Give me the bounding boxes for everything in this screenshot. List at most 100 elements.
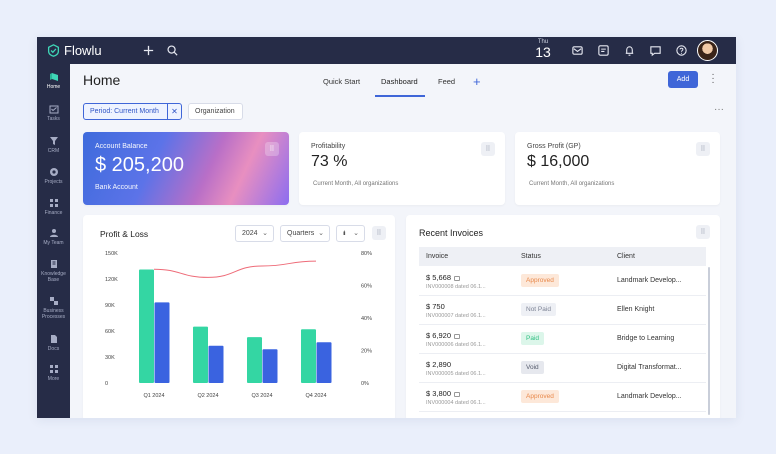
drag-handle-icon[interactable]: ⠿ <box>265 142 279 156</box>
gross-profit-card: Gross Profit (GP) $ 16,000 Current Month… <box>515 132 720 205</box>
chart-type-select[interactable]: ılı ⌄ <box>336 225 365 242</box>
y-tick-label: 30K <box>105 355 115 361</box>
help-icon[interactable] <box>674 43 688 57</box>
drag-handle-icon[interactable]: ⠿ <box>481 142 495 156</box>
more-options-icon[interactable]: · · · <box>711 69 715 88</box>
plus-icon[interactable] <box>141 43 155 57</box>
chevron-down-icon: ⌄ <box>318 230 324 237</box>
filter-more-icon[interactable]: ··· <box>714 104 724 115</box>
sidebar-item-label: Home <box>46 84 61 90</box>
bar <box>193 326 208 383</box>
page-title: Home <box>83 72 121 88</box>
period-select-value: Quarters <box>287 230 315 237</box>
sidebar-item-label: Projects <box>44 179 63 185</box>
mail-icon[interactable] <box>570 43 584 57</box>
organization-filter[interactable]: Organization <box>188 103 243 120</box>
profitability-value: 73 % <box>311 153 348 170</box>
table-row[interactable]: $ 6,920 INV000006 dated 06.1... Paid Bridge… <box>419 325 706 354</box>
sidebar-item-finance[interactable]: Finance <box>37 198 70 216</box>
y-tick-label: 0 <box>105 381 108 387</box>
bar <box>139 269 154 383</box>
invoice-client[interactable]: Bridge to Learning <box>617 335 675 342</box>
period-filter-label: Period: Current Month <box>90 108 159 115</box>
table-row[interactable]: $ 5,668 INV000008 dated 06.1... Approved La… <box>419 267 706 296</box>
sidebar-item-label: More <box>47 376 60 382</box>
sidebar-item-home[interactable]: Home <box>37 72 70 90</box>
invoice-amount: $ 6,920 <box>426 331 461 340</box>
year-select[interactable]: 2024 ⌄ <box>235 225 274 242</box>
invoice-number: INV000004 dated 06.1... <box>426 400 486 406</box>
bar-chart-icon: ılı <box>343 230 346 237</box>
date-day: 13 <box>535 44 551 60</box>
table-row[interactable]: $ 750 INV000007 dated 06.1... Not Paid Elle… <box>419 296 706 325</box>
y-tick-label: 90K <box>105 303 115 309</box>
y-tick-label: 120K <box>105 277 118 283</box>
app-window: Flowlu Thu 13 Home Tasks CRM Projec <box>37 37 736 418</box>
gross-profit-label: Gross Profit (GP) <box>527 143 581 150</box>
invoice-client[interactable]: Landmark Develop... <box>617 393 682 400</box>
y2-tick-label: 40% <box>361 316 372 322</box>
gross-profit-value: $ 16,000 <box>527 153 590 170</box>
search-icon[interactable] <box>165 43 179 57</box>
profitability-label: Profitability <box>311 143 346 150</box>
y-tick-label: 150K <box>105 251 118 257</box>
chevron-down-icon: ⌄ <box>353 230 359 237</box>
tab-dashboard[interactable]: Dashboard <box>381 77 418 86</box>
knowledge-icon <box>50 260 57 268</box>
sidebar-item-knowledge-base[interactable]: Knowledge Base <box>37 259 70 283</box>
y-tick-label: 60K <box>105 329 115 335</box>
sidebar-item-docs[interactable]: Docs <box>37 334 70 352</box>
main-content: Home Quick Start Dashboard Feed + Add · ·… <box>70 64 736 418</box>
close-icon[interactable]: ✕ <box>167 104 181 119</box>
x-tick-label: Q1 2024 <box>143 393 164 399</box>
series-line <box>153 260 317 278</box>
sidebar-item-tasks[interactable]: Tasks <box>37 104 70 122</box>
balance-sub: Bank Account <box>95 184 138 191</box>
docs-icon <box>50 335 57 343</box>
profit-loss-title: Profit & Loss <box>100 229 149 239</box>
sidebar-item-projects[interactable]: Projects <box>37 167 70 185</box>
user-avatar[interactable] <box>697 40 718 61</box>
sidebar-item-crm[interactable]: CRM <box>37 136 70 154</box>
account-balance-card: Account Balance $ 205,200 Bank Account ⠿ <box>83 132 289 205</box>
period-select[interactable]: Quarters ⌄ <box>280 225 330 242</box>
sidebar-item-my-team[interactable]: My Team <box>37 228 70 246</box>
add-tab-plus-icon[interactable]: + <box>473 74 481 89</box>
bar <box>154 302 170 383</box>
drag-handle-icon[interactable]: ⠿ <box>696 142 710 156</box>
status-badge: Approved <box>521 274 559 287</box>
invoice-client[interactable]: Ellen Knight <box>617 306 655 313</box>
notes-icon[interactable] <box>596 43 610 57</box>
app-logo[interactable]: Flowlu <box>47 43 102 58</box>
invoices-table-header: Invoice Status Client <box>419 247 706 266</box>
invoice-client[interactable]: Digital Transformat... <box>617 364 682 371</box>
add-button[interactable]: Add <box>668 71 698 88</box>
invoice-client[interactable]: Landmark Develop... <box>617 277 682 284</box>
projects-icon <box>49 168 58 176</box>
drag-handle-icon[interactable]: ⠿ <box>372 226 386 240</box>
column-header-client: Client <box>617 253 635 260</box>
processes-icon <box>49 297 58 305</box>
year-select-value: 2024 <box>242 230 258 237</box>
tab-quick-start[interactable]: Quick Start <box>323 77 361 86</box>
table-row[interactable]: $ 3,800 INV000004 dated 06.1... Approved La… <box>419 383 706 412</box>
table-row[interactable]: $ 2,890 INV000005 dated 06.1... Void Digita… <box>419 354 706 383</box>
column-header-invoice: Invoice <box>426 253 449 260</box>
scrollbar[interactable] <box>708 267 710 415</box>
tab-feed[interactable]: Feed <box>438 77 456 86</box>
chat-icon[interactable] <box>648 43 662 57</box>
sidebar: Home Tasks CRM Projects Finance My Team … <box>37 64 70 418</box>
bar <box>247 337 262 383</box>
invoice-amount: $ 750 <box>426 302 445 311</box>
bell-icon[interactable] <box>622 43 636 57</box>
balance-value: $ 205,200 <box>95 154 184 176</box>
period-filter[interactable]: Period: Current Month ✕ <box>83 103 182 120</box>
recent-invoices-card: Recent Invoices ⠿ Invoice Status Client … <box>406 215 720 418</box>
sidebar-item-more[interactable]: More <box>37 364 70 382</box>
drag-handle-icon[interactable]: ⠿ <box>696 225 710 239</box>
mail-icon <box>454 333 461 339</box>
sidebar-item-business-processes[interactable]: Business Processes <box>37 296 70 320</box>
y2-tick-label: 20% <box>361 349 372 355</box>
date-widget[interactable]: Thu 13 <box>534 39 552 59</box>
bar <box>208 345 224 383</box>
